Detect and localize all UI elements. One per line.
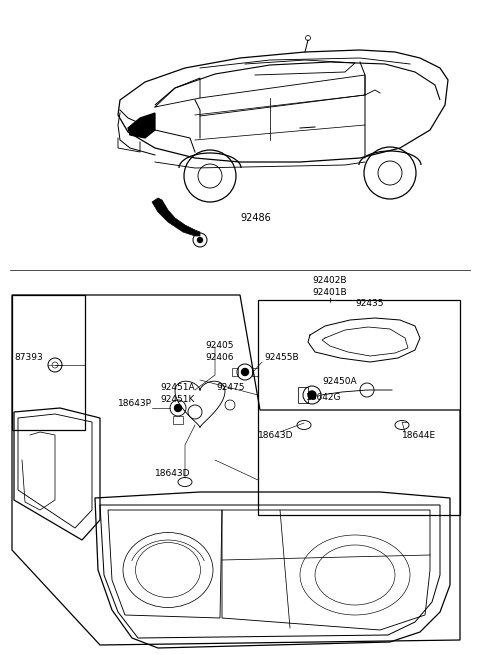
Circle shape: [241, 369, 249, 375]
Text: 92475: 92475: [216, 383, 244, 392]
Text: 92401B: 92401B: [312, 288, 348, 297]
Circle shape: [175, 405, 181, 411]
Text: 18643P: 18643P: [118, 398, 152, 407]
Text: 18643D: 18643D: [258, 430, 293, 440]
Text: 92406: 92406: [205, 354, 233, 362]
Text: 92405: 92405: [205, 341, 233, 350]
Text: 92435: 92435: [356, 299, 384, 308]
Circle shape: [308, 391, 316, 399]
Text: 92455B: 92455B: [264, 354, 299, 362]
Bar: [252, 368, 258, 376]
Bar: [173, 416, 183, 424]
Bar: [232, 368, 238, 376]
Circle shape: [197, 237, 203, 243]
Polygon shape: [152, 198, 200, 236]
Text: 18642G: 18642G: [306, 394, 341, 403]
Polygon shape: [128, 113, 155, 138]
Text: 92451K: 92451K: [160, 396, 194, 405]
Text: 87393: 87393: [14, 354, 43, 362]
Text: 92486: 92486: [240, 213, 271, 223]
Text: 18643D: 18643D: [155, 468, 191, 477]
Text: 92450A: 92450A: [322, 377, 357, 386]
Text: 18644E: 18644E: [402, 430, 436, 440]
Text: 92402B: 92402B: [313, 276, 347, 285]
Bar: [298, 387, 308, 403]
Text: 92451A: 92451A: [160, 383, 194, 392]
